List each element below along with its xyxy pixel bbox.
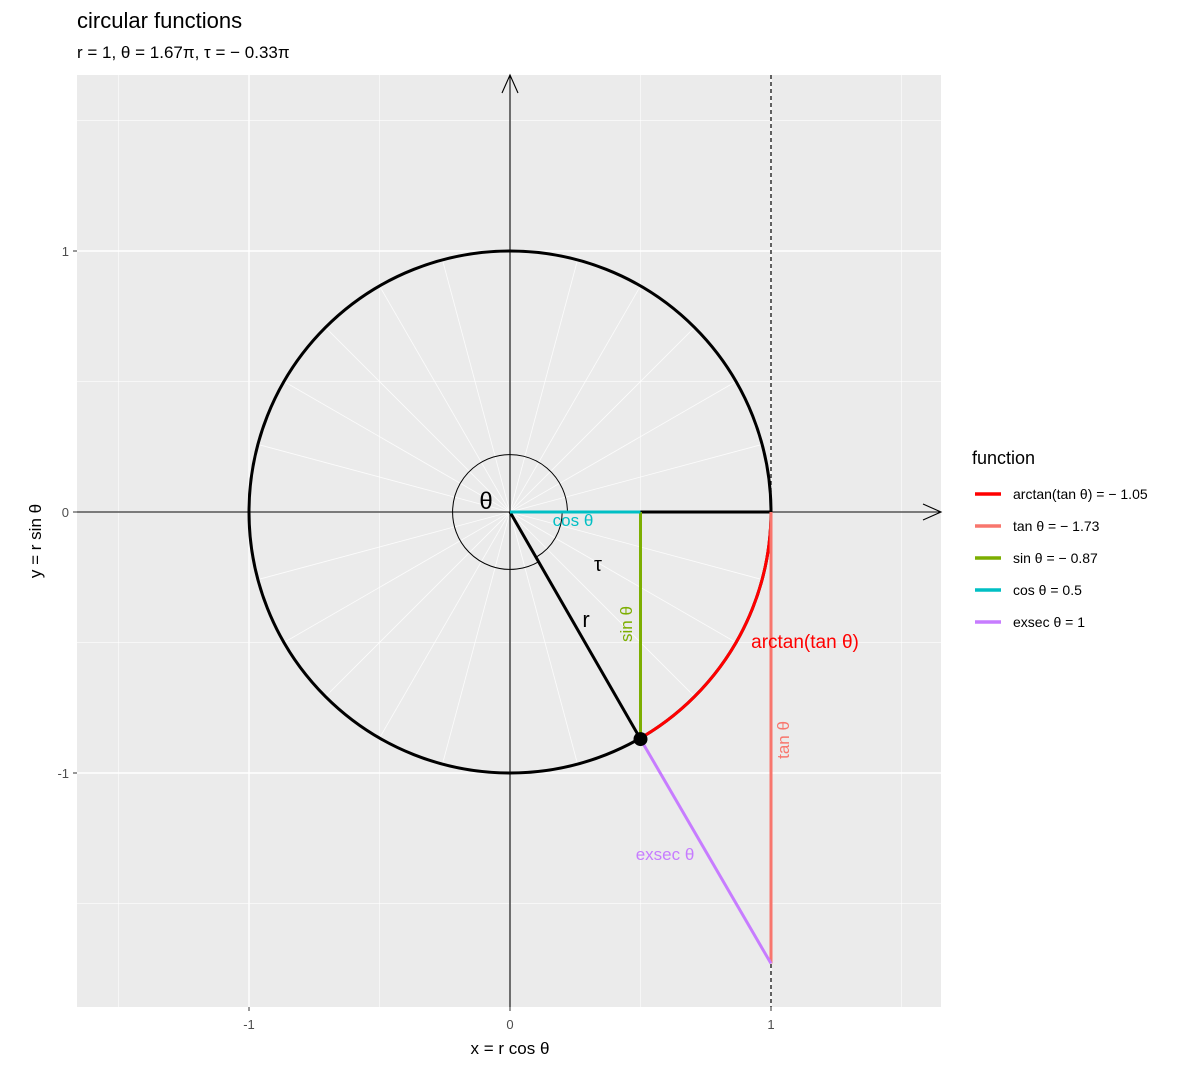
legend-label: cos θ = 0.5 xyxy=(1013,582,1082,598)
radial-grid-line xyxy=(379,285,511,513)
series-arctan-arc xyxy=(639,511,773,740)
radius-line xyxy=(508,511,642,740)
label-tau: τ xyxy=(594,554,602,576)
label-r: r xyxy=(582,607,589,632)
radial-grid-line xyxy=(509,327,695,513)
x-tick-label: 0 xyxy=(506,1017,513,1032)
y-axis-title: y = r sin θ xyxy=(26,504,45,578)
legend-label: arctan(tan θ) = − 1.05 xyxy=(1013,486,1148,502)
radial-grid-line xyxy=(442,511,511,765)
radial-grid-line xyxy=(283,381,511,513)
point-marker xyxy=(633,732,648,747)
label-theta: θ xyxy=(479,488,492,515)
plot-panel xyxy=(77,75,941,1007)
legend-label: tan θ = − 1.73 xyxy=(1013,518,1100,534)
y-tick-label: 1 xyxy=(62,244,69,259)
radial-grid-line xyxy=(509,511,578,765)
tau-arc xyxy=(536,511,563,558)
label-tan: tan θ xyxy=(774,721,793,759)
radial-grid-line xyxy=(509,511,763,580)
radial-grid-line xyxy=(509,259,578,513)
legend-label: sin θ = − 0.87 xyxy=(1013,550,1098,566)
grid-lines xyxy=(77,75,941,1007)
chart-subtitle: r = 1, θ = 1.67π, τ = − 0.33π xyxy=(77,43,290,62)
x-tick-label: 1 xyxy=(767,1017,774,1032)
radial-grid-line xyxy=(509,381,737,513)
legend-title: function xyxy=(972,448,1035,468)
radial-grid-line xyxy=(442,259,511,513)
tick-labels: -1 0 1 -1 0 1 xyxy=(57,244,774,1032)
legend-label: exsec θ = 1 xyxy=(1013,614,1085,630)
x-axis-title: x = r cos θ xyxy=(471,1039,550,1058)
legend: arctan(tan θ) = − 1.05 tan θ = − 1.73 sin … xyxy=(975,486,1148,630)
y-axis-arrowhead xyxy=(501,73,519,94)
chart-title: circular functions xyxy=(77,8,242,33)
radial-grid-line xyxy=(379,511,511,739)
x-tick-label: -1 xyxy=(243,1017,255,1032)
series-exsec-line xyxy=(639,738,773,965)
x-axis-arrowhead xyxy=(922,503,943,521)
radial-grid-line xyxy=(509,285,641,513)
radial-grid-line xyxy=(257,444,511,513)
y-tick-label: -1 xyxy=(57,766,69,781)
radial-grid-line xyxy=(509,511,695,697)
label-cos: cos θ xyxy=(553,511,594,530)
annotation-layer: θ τ r cos θ sin θ arctan(tan θ) tan θ exsec θ xyxy=(479,488,859,864)
radial-grid-line xyxy=(325,327,511,513)
y-tick-label: 0 xyxy=(62,505,69,520)
label-sin: sin θ xyxy=(617,606,636,642)
label-exsec: exsec θ xyxy=(636,845,695,864)
radial-grid-line xyxy=(509,444,763,513)
label-arctan: arctan(tan θ) xyxy=(751,632,859,653)
radial-grid-line xyxy=(257,511,511,580)
theta-arc xyxy=(452,454,568,570)
radial-grid-line xyxy=(325,511,511,697)
radial-grid-line xyxy=(283,511,511,643)
series-layer xyxy=(510,510,773,965)
radial-grid-line xyxy=(509,511,737,643)
